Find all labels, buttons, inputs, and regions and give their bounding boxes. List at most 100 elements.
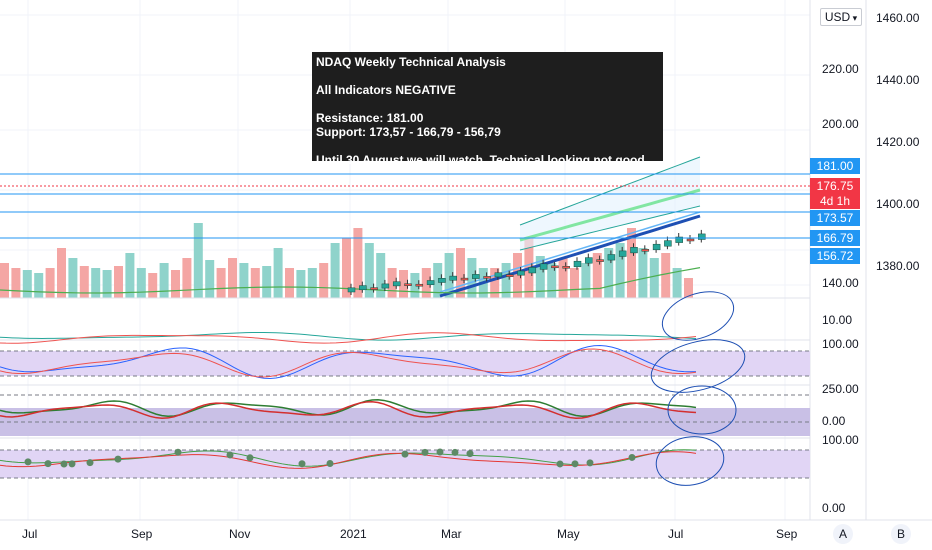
volume-bar (216, 268, 226, 298)
candle (652, 243, 661, 251)
candle (596, 259, 604, 262)
price-axis-label: 200.00 (822, 117, 859, 131)
stoch-pane (0, 345, 810, 379)
volume-bar (421, 268, 431, 298)
resistance-price-tag: 181.00 (810, 158, 860, 174)
volume-bar (136, 268, 146, 298)
candle (438, 278, 446, 283)
annotation-title: NDAQ Weekly Technical Analysis (316, 55, 506, 69)
last-price-tag: 176.75 (810, 178, 860, 194)
candle (562, 266, 570, 269)
volume-bar (490, 268, 500, 298)
candle (494, 272, 503, 278)
price-axis-label: 140.00 (822, 276, 859, 290)
volume-bar (604, 248, 614, 298)
countdown-tag: 4d 1h (810, 193, 860, 209)
auto-scale-button[interactable]: A (833, 524, 853, 544)
candle (460, 277, 469, 281)
volume-bar (0, 263, 9, 298)
volume-bar (364, 243, 374, 298)
indicator-axis-label: 10.00 (822, 313, 853, 327)
volume-bar (171, 270, 180, 298)
volume-bar (57, 248, 66, 298)
volume-bar (342, 238, 351, 298)
rsi-pane (0, 448, 810, 479)
support-price-tag-2: 166.79 (810, 230, 860, 246)
candle (415, 283, 424, 287)
b-button[interactable]: B (891, 524, 911, 544)
time-axis-label: Jul (668, 527, 684, 541)
volume-bar (228, 258, 237, 298)
ellipse-drawing (650, 339, 746, 393)
signal-dot (556, 460, 564, 468)
time-axis-label: 2021 (340, 527, 367, 541)
currency-label: USD (824, 10, 851, 24)
candlesticks (347, 229, 706, 295)
volume-bar (159, 263, 169, 298)
volume-bar (547, 263, 557, 298)
annotation-box[interactable]: NDAQ Weekly Technical Analysis All Indic… (312, 52, 663, 167)
candle (404, 283, 412, 286)
volume-bar (285, 268, 294, 298)
time-axis-label: Jul (22, 527, 38, 541)
annotation-line: Resistance: 181.00 (316, 111, 424, 125)
signal-dot (114, 455, 122, 463)
annotation-line: Support: 173,57 - 166,79 - 156,79 (316, 125, 501, 139)
volume-bar (148, 273, 158, 298)
candle (618, 250, 627, 257)
indicator-axis-label: 0.00 (822, 501, 846, 515)
volume-bar (239, 263, 249, 298)
volume-bar (353, 228, 363, 298)
volume-bar (387, 268, 397, 298)
signal-dot (174, 448, 182, 456)
cci-pane (0, 394, 810, 436)
candle (381, 283, 390, 289)
adx-pane (0, 331, 697, 344)
signal-dot (436, 448, 444, 456)
volume-bar (627, 228, 636, 298)
signal-dot (86, 459, 94, 467)
volume-bar (433, 263, 443, 298)
volume-bar (513, 253, 522, 298)
secondary-axis-label: 1420.00 (876, 135, 920, 149)
ellipse-drawing (661, 291, 735, 341)
secondary-axis-label: 1380.00 (876, 259, 920, 273)
support-price-tag-1: 173.57 (810, 210, 860, 226)
time-axis-label: Nov (229, 527, 251, 541)
bollinger-lower (519, 205, 701, 251)
candle (517, 270, 525, 276)
indicator-axis-label: 100.00 (822, 433, 859, 447)
volume-bar (22, 270, 32, 298)
candle (607, 254, 616, 261)
candle (370, 287, 378, 290)
signal-dot (44, 460, 52, 468)
support-price-tag-3: 156.72 (810, 248, 860, 264)
candle (551, 265, 559, 269)
candle (698, 233, 706, 240)
volume-bar (262, 266, 272, 298)
candle (359, 285, 367, 291)
volume-bar (296, 270, 306, 298)
volume-bar (638, 248, 648, 298)
candle (472, 274, 480, 279)
annotation-line: All Indicators NEGATIVE (316, 83, 456, 97)
signal-dot (628, 453, 636, 461)
candle (573, 260, 582, 268)
drawing-ellipses[interactable] (645, 283, 750, 491)
ema-fast-line (519, 188, 701, 242)
candle (664, 240, 672, 247)
time-axis-label: May (557, 527, 580, 541)
volume-bar (684, 278, 693, 298)
currency-button[interactable]: USD ▾ (820, 8, 862, 26)
signal-dot (68, 460, 76, 468)
candle (449, 275, 457, 281)
candle (528, 267, 537, 274)
price-axis-label: 220.00 (822, 62, 859, 76)
volume-bar (330, 243, 340, 298)
candle (426, 280, 435, 285)
time-axis-label: Sep (776, 527, 798, 541)
candle (483, 276, 491, 279)
volume-bar (125, 253, 135, 298)
bollinger-fill (520, 157, 700, 250)
